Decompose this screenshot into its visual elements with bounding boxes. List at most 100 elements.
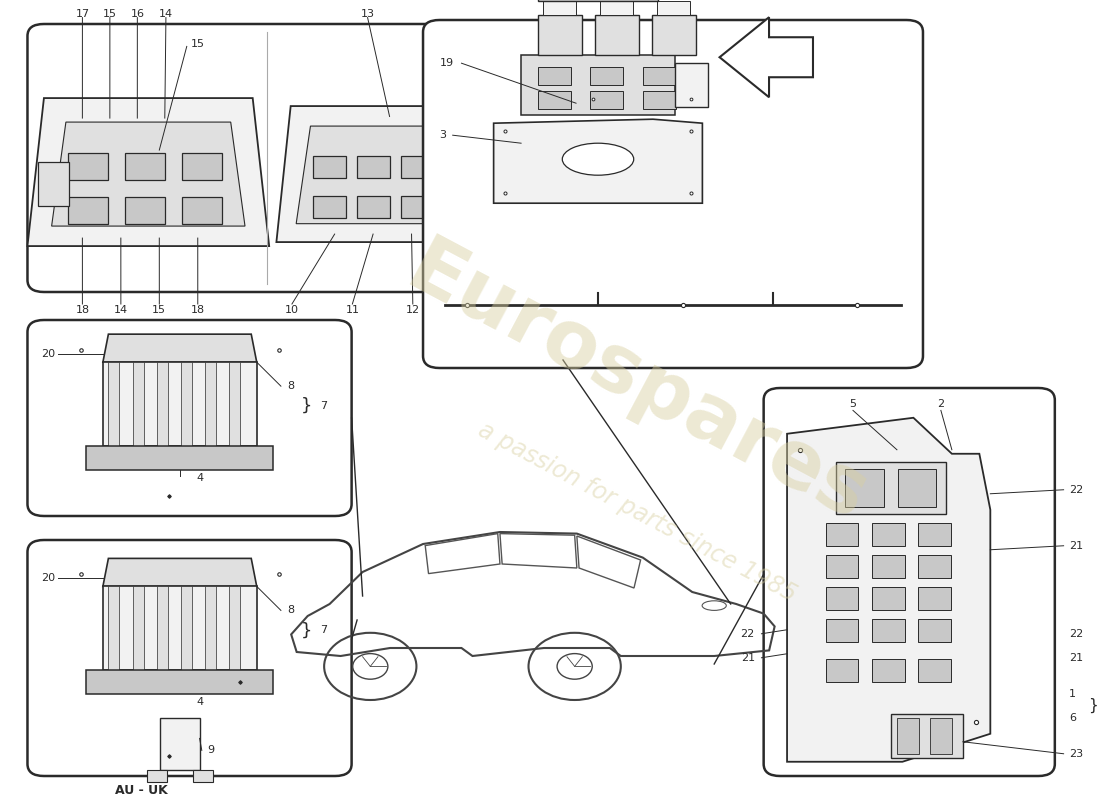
Polygon shape (28, 98, 270, 246)
Bar (591, 91, 624, 109)
Bar (87, 446, 273, 470)
Bar (133, 586, 144, 670)
Text: 8: 8 (287, 606, 295, 615)
Bar (917, 619, 950, 642)
Bar (675, 63, 708, 107)
Text: 13: 13 (361, 9, 375, 18)
Bar (538, 15, 582, 55)
Text: 1: 1 (1069, 689, 1076, 698)
Text: 22: 22 (1069, 485, 1084, 494)
Text: }: } (1088, 698, 1098, 714)
Text: 6: 6 (1069, 713, 1076, 722)
Bar (825, 659, 858, 682)
Bar (930, 718, 952, 754)
Polygon shape (52, 122, 245, 226)
Text: 22: 22 (740, 629, 755, 638)
Text: 18: 18 (190, 305, 205, 314)
Text: 21: 21 (740, 653, 755, 662)
Text: 22: 22 (1069, 629, 1084, 638)
Bar (543, 1, 576, 15)
Bar (180, 586, 191, 670)
FancyBboxPatch shape (28, 320, 352, 516)
Bar (68, 198, 108, 225)
Bar (87, 670, 273, 694)
Bar (871, 659, 904, 682)
Text: 5: 5 (849, 399, 857, 409)
Text: 14: 14 (158, 9, 173, 18)
Text: 4: 4 (196, 698, 204, 707)
Text: 4: 4 (196, 473, 204, 483)
Polygon shape (719, 18, 813, 98)
Bar (538, 91, 571, 109)
Bar (601, 1, 634, 15)
Bar (156, 362, 167, 446)
Bar (356, 196, 389, 218)
Bar (658, 1, 691, 15)
Bar (591, 67, 624, 85)
Bar (109, 362, 120, 446)
Bar (312, 156, 345, 178)
Bar (595, 15, 639, 55)
Text: Eurospares: Eurospares (394, 230, 881, 538)
Bar (825, 555, 858, 578)
Bar (825, 523, 858, 546)
Text: 20: 20 (41, 349, 55, 359)
Text: 18: 18 (75, 305, 89, 314)
Bar (871, 587, 904, 610)
Bar (312, 196, 345, 218)
Text: }: } (300, 622, 312, 639)
Circle shape (353, 654, 388, 679)
Bar (871, 523, 904, 546)
Bar (356, 156, 389, 178)
Bar (871, 555, 904, 578)
Bar (229, 586, 240, 670)
Bar (125, 154, 165, 181)
Text: 20: 20 (41, 574, 55, 583)
Bar (229, 362, 240, 446)
Text: 7: 7 (320, 626, 328, 635)
Bar (400, 196, 433, 218)
Text: 21: 21 (1069, 653, 1084, 662)
Bar (192, 770, 212, 782)
Bar (644, 67, 676, 85)
Bar (917, 659, 950, 682)
Text: 2: 2 (937, 399, 945, 409)
Text: 3: 3 (440, 130, 447, 140)
Polygon shape (788, 418, 990, 762)
FancyBboxPatch shape (763, 388, 1055, 776)
Text: 23: 23 (1069, 749, 1084, 758)
Bar (836, 462, 946, 514)
Text: 19: 19 (440, 58, 453, 68)
Bar (109, 586, 120, 670)
Bar (538, 67, 571, 85)
Text: 15: 15 (152, 305, 166, 314)
Bar (205, 586, 216, 670)
Polygon shape (296, 126, 455, 224)
Bar (521, 55, 675, 115)
Bar (917, 555, 950, 578)
FancyBboxPatch shape (28, 24, 484, 292)
Text: 15: 15 (103, 9, 117, 18)
Bar (180, 362, 191, 446)
Text: 8: 8 (287, 381, 295, 391)
Polygon shape (276, 106, 475, 242)
Bar (205, 362, 216, 446)
Text: 10: 10 (285, 305, 299, 314)
Bar (871, 619, 904, 642)
FancyBboxPatch shape (424, 20, 923, 368)
Text: 7: 7 (320, 401, 328, 411)
Bar (68, 154, 108, 181)
Text: 12: 12 (406, 305, 420, 314)
Polygon shape (103, 334, 256, 362)
Bar (845, 469, 883, 507)
Bar (652, 15, 696, 55)
Bar (39, 162, 69, 206)
Bar (917, 523, 950, 546)
Bar (400, 156, 433, 178)
FancyBboxPatch shape (28, 540, 352, 776)
Bar (896, 718, 918, 754)
Ellipse shape (702, 601, 726, 610)
Text: 16: 16 (130, 9, 144, 18)
Ellipse shape (562, 143, 634, 175)
Text: 17: 17 (75, 9, 89, 18)
